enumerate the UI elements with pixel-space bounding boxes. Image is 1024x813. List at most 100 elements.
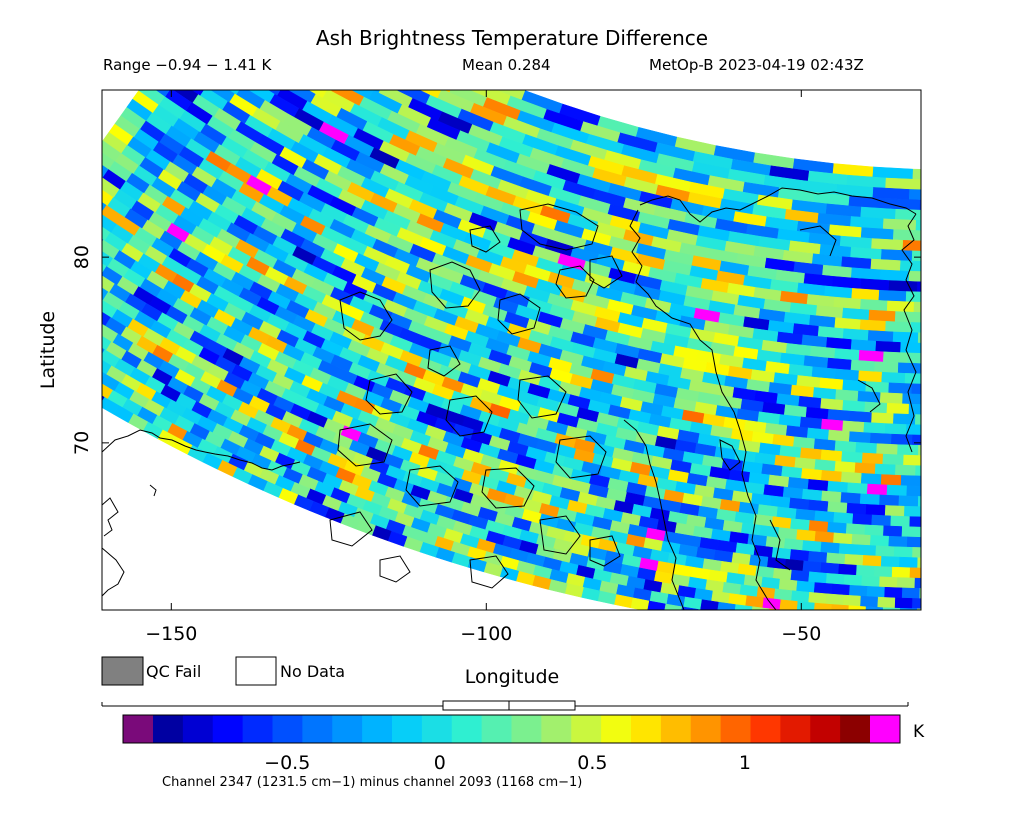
heatmap-cell xyxy=(927,425,948,436)
heatmap-cell xyxy=(495,90,526,101)
colorbar-segment xyxy=(212,715,244,743)
heatmap-cell xyxy=(998,598,1016,609)
heatmap-cell xyxy=(802,560,822,573)
heatmap-cell xyxy=(906,536,921,548)
heatmap-cell xyxy=(945,282,973,292)
heatmap-cell xyxy=(990,619,1007,630)
range-indicator xyxy=(442,700,576,711)
heatmap-cell xyxy=(1004,516,1023,527)
heatmap-cell xyxy=(41,251,62,270)
heatmap-cell xyxy=(967,548,985,558)
heatmap-cell xyxy=(947,395,969,405)
colorbar-segment xyxy=(571,715,602,743)
heatmap-cell xyxy=(882,218,917,231)
heatmap-cell xyxy=(999,568,1017,579)
heatmap-cell xyxy=(954,436,975,446)
heatmap-cell xyxy=(237,1,270,28)
heatmap-cell xyxy=(801,540,822,553)
heatmap-cell xyxy=(914,414,921,426)
colorbar-segment xyxy=(272,715,303,743)
heatmap-cell xyxy=(1000,506,1020,517)
heatmap-cell xyxy=(2,274,22,293)
heatmap-cell xyxy=(376,25,416,52)
heatmap-cell xyxy=(281,5,317,32)
heatmap-cell xyxy=(882,351,908,364)
heatmap-cell xyxy=(869,432,892,445)
colorbar-segment xyxy=(780,715,811,743)
heatmap-cell xyxy=(102,265,123,286)
heatmap-cell xyxy=(303,31,338,57)
heatmap-cell xyxy=(945,364,969,374)
heatmap-cell xyxy=(981,629,998,640)
heatmap-cell xyxy=(819,562,839,575)
heatmap-cell xyxy=(926,486,946,497)
colorbar-segment xyxy=(421,715,453,743)
heatmap-cell xyxy=(937,415,959,425)
heatmap-cell xyxy=(848,584,868,597)
heatmap-cell xyxy=(955,466,975,476)
heatmap-cell xyxy=(807,591,827,605)
heatmap-cell xyxy=(932,579,950,589)
heatmap-cell xyxy=(1017,434,1024,445)
heatmap-cell xyxy=(1014,290,1024,302)
heatmap-cell xyxy=(975,466,995,477)
heatmap-cell xyxy=(102,396,120,415)
heatmap-cell xyxy=(887,618,905,629)
heatmap-cell xyxy=(411,43,452,69)
heatmap-cell xyxy=(897,629,914,640)
heatmap-cell xyxy=(914,629,931,640)
heatmap-cell xyxy=(307,90,328,99)
heatmap-cell xyxy=(850,359,875,373)
heatmap-cell xyxy=(843,553,864,566)
heatmap-cell xyxy=(198,0,230,26)
heatmap-cell xyxy=(859,298,888,312)
heatmap-cell xyxy=(951,609,968,619)
heatmap-cell xyxy=(837,563,857,576)
heatmap-cell xyxy=(1013,393,1024,404)
heatmap-cell xyxy=(940,303,967,313)
heatmap-cell xyxy=(820,490,842,503)
heatmap-cell xyxy=(985,517,1004,528)
heatmap-cell xyxy=(1004,250,1024,262)
heatmap-cell xyxy=(878,494,899,507)
colorbar-segment xyxy=(481,715,513,743)
heatmap-cell xyxy=(905,485,921,497)
heatmap-cell xyxy=(996,240,1024,251)
satellite-time-readout: MetOp-B 2023-04-19 02:43Z xyxy=(649,56,864,74)
heatmap-cell xyxy=(789,549,810,562)
heatmap-cell xyxy=(881,453,904,466)
heatmap-cell xyxy=(210,33,240,58)
heatmap-cell xyxy=(102,164,109,179)
heatmap-cell xyxy=(904,619,921,630)
range-readout: Range −0.94 − 1.41 K xyxy=(103,56,272,74)
heatmap-cell xyxy=(863,524,884,537)
heatmap-cell xyxy=(76,323,97,341)
heatmap-cell xyxy=(966,272,995,283)
heatmap-cell xyxy=(44,278,65,297)
heatmap-cell xyxy=(807,499,829,513)
heatmap-cell xyxy=(26,240,47,259)
heatmap-cell xyxy=(991,425,1013,436)
heatmap-cell xyxy=(869,535,889,547)
heatmap-cell xyxy=(813,510,835,523)
heatmap-cell xyxy=(62,339,82,357)
colorbar-tick-label: 0 xyxy=(434,752,446,774)
heatmap-cell xyxy=(911,434,921,446)
heatmap-cell xyxy=(734,604,753,610)
heatmap-cell xyxy=(23,276,43,295)
heatmap-cell xyxy=(925,538,944,549)
heatmap-cell xyxy=(400,49,439,75)
heatmap-cell xyxy=(102,323,103,326)
heatmap-cell xyxy=(1000,312,1024,323)
heatmap-cell xyxy=(1002,281,1024,292)
heatmap-cell xyxy=(891,566,910,579)
heatmap-cell xyxy=(12,318,32,336)
heatmap-cell xyxy=(55,199,77,219)
heatmap-cell xyxy=(267,90,281,96)
heatmap-cell xyxy=(929,211,964,222)
heatmap-cell xyxy=(896,444,919,456)
heatmap-cell xyxy=(851,533,871,546)
heatmap-cell xyxy=(63,364,83,382)
heatmap-cell xyxy=(838,543,858,556)
heatmap-cell xyxy=(312,60,345,85)
